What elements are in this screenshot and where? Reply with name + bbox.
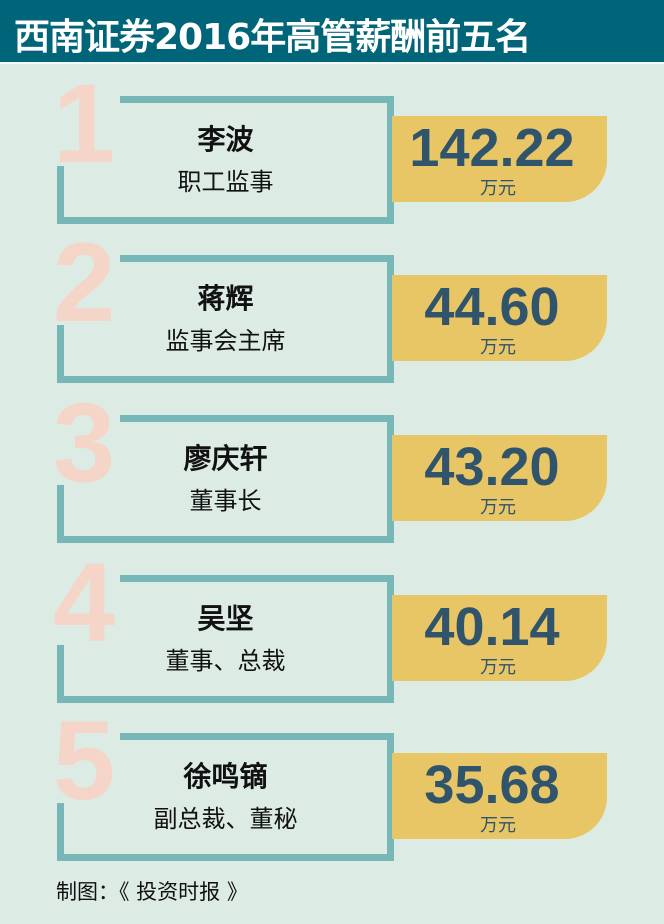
salary-value: 142.22 <box>409 118 575 178</box>
salary-value: 43.20 <box>424 437 560 497</box>
rank-item: 5 徐鸣镝 副总裁、董秘 35.68 万元 <box>0 705 664 883</box>
person-role: 职工监事 <box>177 168 274 196</box>
frame-gap <box>48 395 120 485</box>
rank-item: 2 蒋辉 监事会主席 44.60 万元 <box>0 227 664 405</box>
frame-gap <box>48 76 120 166</box>
rank-number: 5 <box>52 698 116 823</box>
salary-badge: 35.68 万元 <box>392 753 607 839</box>
person-name: 廖庆轩 <box>183 442 268 475</box>
salary-badge: 142.22 万元 <box>392 116 607 202</box>
salary-badge: 40.14 万元 <box>392 595 607 681</box>
credit-text: 制图：《 投资时报 》 <box>56 880 248 904</box>
person-role: 监事会主席 <box>165 327 286 355</box>
rank-item: 4 吴坚 董事、总裁 40.14 万元 <box>0 547 664 725</box>
rank-number: 4 <box>52 540 116 665</box>
person-role: 董事、总裁 <box>165 647 286 675</box>
rank-item: 1 李波 职工监事 142.22 万元 <box>0 68 664 246</box>
frame-gap <box>48 555 120 645</box>
salary-unit: 万元 <box>480 178 516 199</box>
person-role: 董事长 <box>189 487 262 515</box>
header: 西南证券2016年高管薪酬前五名 <box>0 0 664 64</box>
salary-value: 44.60 <box>424 277 560 337</box>
salary-unit: 万元 <box>480 497 516 518</box>
person-name: 吴坚 <box>197 602 254 635</box>
salary-unit: 万元 <box>480 657 516 678</box>
rank-number: 3 <box>52 380 116 505</box>
rank-number: 1 <box>52 61 116 186</box>
salary-value: 35.68 <box>424 755 560 815</box>
person-name: 徐鸣镝 <box>183 760 268 793</box>
rank-item: 3 廖庆轩 董事长 43.20 万元 <box>0 387 664 565</box>
rank-number: 2 <box>52 220 116 345</box>
person-name: 李波 <box>197 123 254 156</box>
salary-unit: 万元 <box>480 337 516 358</box>
salary-badge: 43.20 万元 <box>392 435 607 521</box>
frame-gap <box>48 713 120 803</box>
person-role: 副总裁、董秘 <box>153 805 298 833</box>
page-title: 西南证券2016年高管薪酬前五名 <box>14 17 531 58</box>
salary-value: 40.14 <box>424 597 560 657</box>
frame-gap <box>48 235 120 325</box>
salary-unit: 万元 <box>480 815 516 836</box>
salary-badge: 44.60 万元 <box>392 275 607 361</box>
person-name: 蒋辉 <box>197 282 254 315</box>
